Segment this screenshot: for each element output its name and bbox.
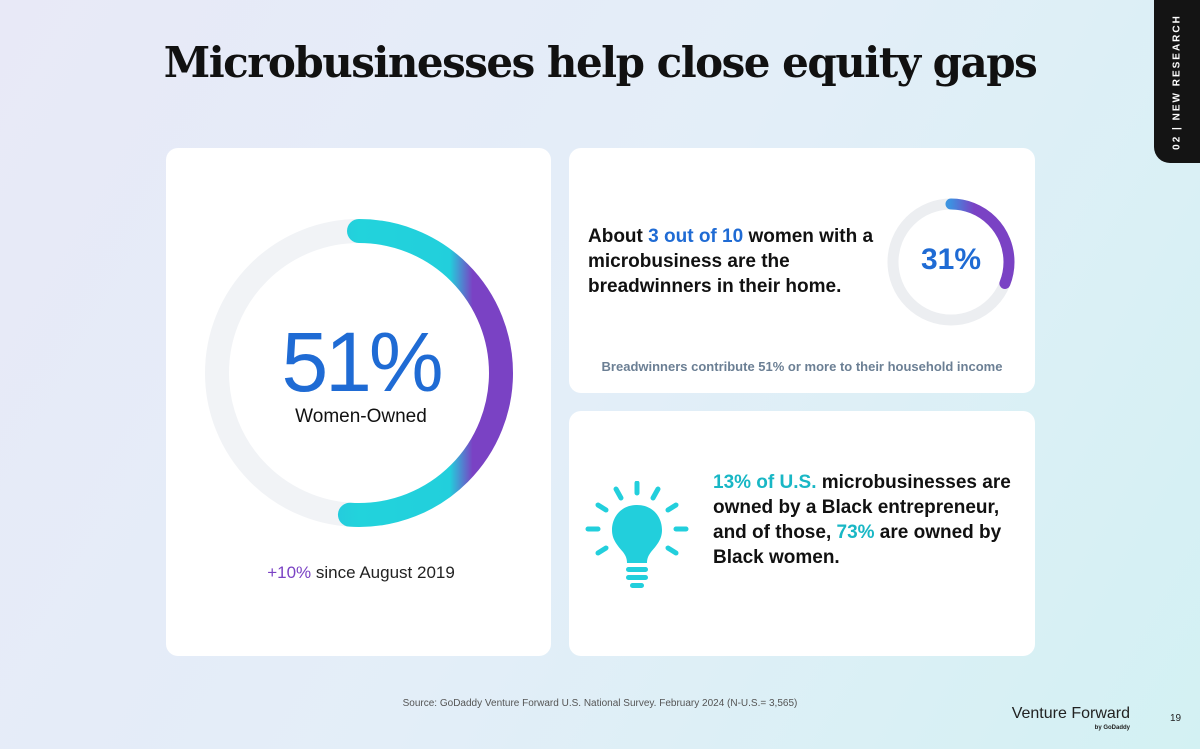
breadwinners-statement: About 3 out of 10 women with a microbusi… bbox=[588, 224, 888, 299]
breadwinners-highlight: 3 out of 10 bbox=[648, 226, 744, 247]
black-owned-highlight-2: 73% bbox=[836, 522, 875, 543]
breadwinners-donut bbox=[887, 198, 1015, 326]
donut-value-arc bbox=[887, 198, 1015, 326]
breadwinners-card: About 3 out of 10 women with a microbusi… bbox=[569, 148, 1035, 393]
black-owned-card: 13% of U.S. microbusinesses are owned by… bbox=[569, 411, 1035, 656]
women-owned-percent: 51% bbox=[281, 315, 443, 409]
black-owned-text-1: microbusinesses are owned by a Black ent… bbox=[713, 472, 1011, 543]
lightbulb-icon bbox=[585, 481, 689, 588]
source-footnote: Source: GoDaddy Venture Forward U.S. Nat… bbox=[402, 698, 798, 709]
black-owned-statement: 13% of U.S. microbusinesses are owned by… bbox=[713, 470, 1013, 570]
change-text: since August 2019 bbox=[311, 563, 455, 582]
page-title: Microbusinesses help close equity gaps bbox=[163, 38, 1038, 87]
breadwinners-note: Breadwinners contribute 51% or more to t… bbox=[601, 359, 1003, 374]
change-since-2019: +10% since August 2019 bbox=[166, 563, 556, 583]
black-owned-text-2: are owned by Black women. bbox=[713, 522, 1002, 568]
donut-value-arc bbox=[205, 219, 513, 527]
breadwinners-text-after: women with a microbusiness are the bread… bbox=[588, 226, 874, 297]
black-owned-highlight-1: 13% of U.S. bbox=[713, 472, 817, 493]
breadwinners-text-before: About bbox=[588, 226, 649, 247]
women-owned-card: 51% Women-Owned +10% since August 2019 bbox=[166, 148, 551, 656]
brand-logo-text: Venture Forward bbox=[1011, 705, 1130, 722]
brand-sub-text: by GoDaddy bbox=[1094, 725, 1130, 731]
women-owned-donut bbox=[205, 219, 513, 527]
section-tab: 02 | NEW RESEARCH bbox=[1154, 0, 1200, 163]
breadwinners-percent: 31% bbox=[920, 243, 982, 276]
section-tab-label: 02 | NEW RESEARCH bbox=[1171, 14, 1183, 150]
women-owned-label: Women-Owned bbox=[295, 406, 427, 427]
change-highlight: +10% bbox=[267, 563, 312, 582]
page-number: 19 bbox=[1170, 713, 1182, 724]
